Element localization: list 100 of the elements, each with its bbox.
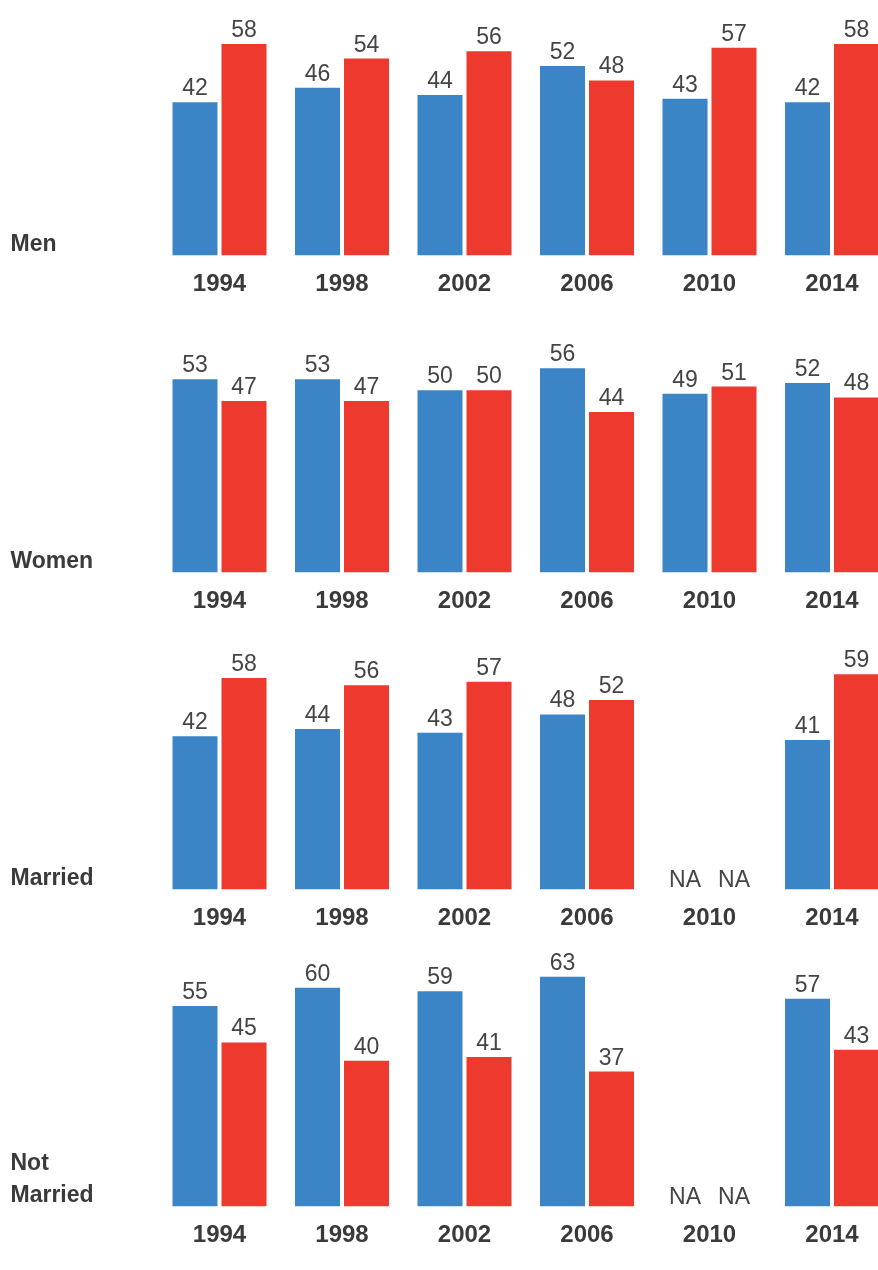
bar [540, 368, 585, 573]
bar [785, 739, 830, 890]
text: NA [718, 1182, 750, 1209]
bar [662, 98, 708, 256]
bar [834, 674, 878, 890]
x-tick-label: 2002 [437, 268, 492, 296]
bar [589, 699, 634, 890]
x-tick-label: 2006 [560, 268, 614, 296]
x-tick-label: 2002 [437, 1219, 492, 1247]
x-tick-label: 1998 [315, 902, 369, 930]
bar [221, 401, 267, 573]
bar [785, 102, 830, 256]
data-label: 59 [427, 963, 453, 990]
bar [540, 65, 585, 256]
bar [466, 1056, 512, 1207]
text: Women [10, 546, 94, 573]
bar [221, 44, 267, 256]
data-label: 57 [794, 970, 821, 997]
x-tick-label: 1994 [192, 268, 247, 296]
bar [834, 1049, 878, 1207]
x-tick-label: 1998 [315, 268, 369, 296]
bar [834, 397, 878, 573]
bar [589, 1071, 634, 1207]
x-tick-label: 2014 [805, 585, 860, 613]
bar [295, 87, 340, 256]
data-label: 60 [304, 959, 331, 986]
data-label: 41 [476, 1028, 502, 1055]
bar [466, 390, 512, 573]
data-label: 48 [549, 686, 576, 713]
data-label: 52 [598, 671, 625, 698]
text: NA [718, 865, 750, 892]
data-label: 42 [182, 74, 208, 101]
text: Married [10, 863, 94, 890]
data-label: 56 [549, 340, 576, 367]
x-tick-label: 2002 [437, 585, 492, 613]
data-label: 47 [353, 373, 380, 400]
data-label: 56 [353, 657, 380, 684]
bar [466, 681, 512, 890]
bar [540, 714, 585, 890]
data-label: 48 [843, 369, 870, 396]
x-tick-label: 2002 [437, 902, 492, 930]
bar [834, 44, 878, 256]
bar [417, 732, 463, 890]
bar [172, 102, 218, 256]
data-label: 42 [794, 74, 821, 101]
x-tick-label: 1994 [192, 1219, 247, 1247]
data-label: 44 [427, 67, 453, 94]
text: NA [669, 865, 701, 892]
x-tick-label: 2010 [682, 902, 737, 930]
bar [711, 47, 757, 256]
bar [417, 95, 463, 256]
data-label: 52 [794, 354, 821, 381]
bar [589, 80, 634, 256]
x-tick-label: 2010 [682, 585, 737, 613]
bar [417, 991, 463, 1207]
bar [295, 729, 340, 890]
bar [172, 736, 218, 890]
data-label: 56 [476, 23, 502, 50]
data-label: 43 [672, 70, 698, 97]
x-tick-label: 2006 [560, 1219, 614, 1247]
x-tick-label: 2014 [805, 902, 860, 930]
data-label: 57 [476, 653, 502, 680]
bar [589, 412, 634, 573]
data-label: 46 [304, 59, 331, 86]
x-tick-label: 1994 [192, 585, 247, 613]
data-label: 58 [231, 650, 257, 676]
bar [466, 51, 512, 256]
data-label: 54 [353, 30, 380, 57]
data-label: 58 [231, 16, 257, 42]
bar [344, 1060, 389, 1207]
data-label: 51 [721, 358, 747, 385]
data-label: 44 [304, 701, 331, 728]
data-label: 43 [843, 1021, 870, 1048]
bar [711, 386, 757, 573]
data-label: 50 [476, 362, 502, 389]
bar [417, 390, 463, 573]
data-label: 40 [353, 1032, 380, 1059]
text: NA [669, 1182, 701, 1209]
text: Not Married [10, 1148, 94, 1207]
data-label: 41 [794, 711, 821, 738]
bar [785, 998, 830, 1207]
data-label: 59 [843, 646, 870, 673]
data-label: 53 [182, 351, 208, 378]
data-label: 58 [843, 16, 870, 42]
bar [172, 379, 218, 573]
bar [295, 987, 340, 1207]
data-label: 53 [304, 351, 331, 378]
x-tick-label: 2014 [805, 1219, 860, 1247]
bar [344, 58, 389, 256]
data-label: 42 [182, 708, 208, 735]
x-tick-label: 2014 [805, 268, 860, 296]
data-label: 50 [427, 362, 453, 389]
x-tick-label: 1998 [315, 1219, 369, 1247]
data-label: 57 [721, 19, 747, 46]
data-label: 52 [549, 37, 576, 64]
bar [662, 393, 708, 573]
x-tick-label: 2006 [560, 902, 614, 930]
data-label: 43 [427, 704, 453, 731]
bar [344, 401, 389, 573]
data-label: 48 [598, 52, 625, 79]
